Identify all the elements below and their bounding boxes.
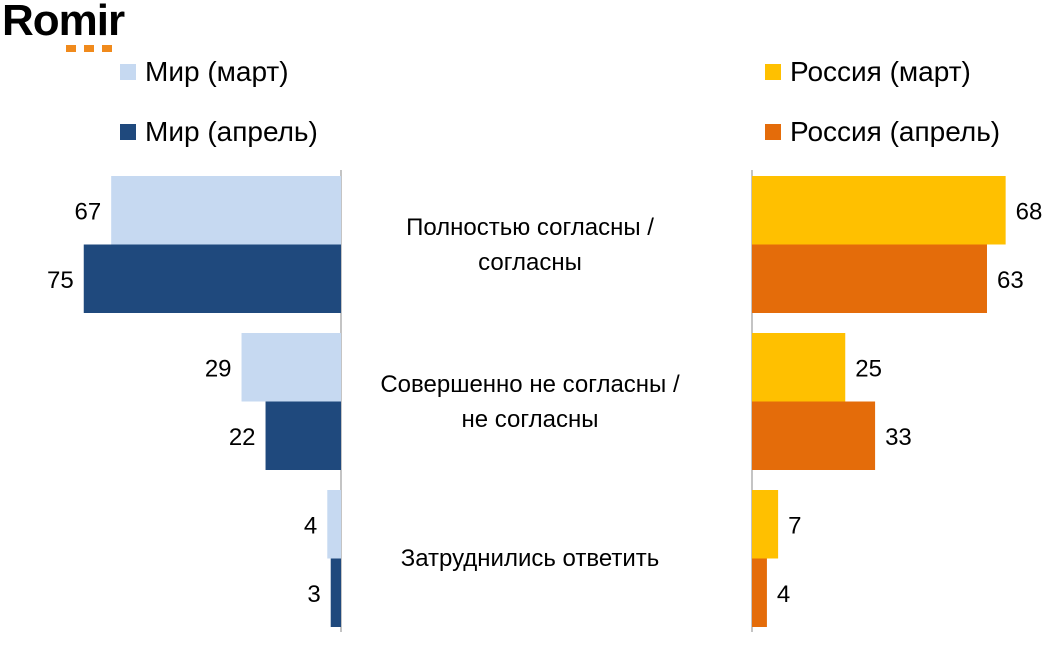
data-label: 3 <box>307 581 320 608</box>
data-label: 25 <box>855 355 882 382</box>
bar <box>327 490 341 559</box>
bar <box>265 401 341 470</box>
legend-label: Мир (март) <box>145 56 289 87</box>
legend-swatch <box>120 64 136 80</box>
data-label: 4 <box>304 512 317 539</box>
category-label-disagree: Совершенно не согласны / не согласны <box>380 371 680 433</box>
bar <box>752 333 846 402</box>
category-label-undecided: Затруднились ответить <box>400 545 660 572</box>
legend-swatch <box>765 124 781 140</box>
data-label: 22 <box>229 424 256 451</box>
legend-label: Россия (апрель) <box>790 116 1001 147</box>
bar <box>752 176 1006 245</box>
bar <box>752 558 767 627</box>
legend-item-russia-march: Россия (март) <box>765 56 971 88</box>
data-label: 63 <box>997 267 1024 294</box>
data-label: 67 <box>74 198 101 225</box>
category-label-agree: Полностью согласны / согласны <box>406 214 654 276</box>
bar <box>752 244 987 313</box>
logo-dot <box>84 45 94 52</box>
legend-item-world-march: Мир (март) <box>120 56 289 88</box>
legend-swatch <box>120 124 136 140</box>
data-label: 68 <box>1016 198 1043 225</box>
bar <box>241 333 341 402</box>
legend-item-russia-april: Россия (апрель) <box>765 116 1000 148</box>
logo-dot <box>102 45 112 52</box>
bar <box>330 558 341 627</box>
data-label: 4 <box>777 581 790 608</box>
legend-swatch <box>765 64 781 80</box>
logo-dot <box>66 45 76 52</box>
legend-item-world-april: Мир (апрель) <box>120 116 318 148</box>
legend-label: Мир (апрель) <box>145 116 318 147</box>
data-label: 75 <box>47 267 74 294</box>
data-label: 7 <box>788 512 801 539</box>
legend-label: Россия (март) <box>790 56 971 87</box>
data-label: 33 <box>885 424 912 451</box>
bar <box>752 490 779 559</box>
bar <box>752 401 876 470</box>
data-label: 29 <box>205 355 232 382</box>
logo-text: Romir <box>2 0 125 45</box>
bar <box>111 176 341 245</box>
bar <box>83 244 341 313</box>
